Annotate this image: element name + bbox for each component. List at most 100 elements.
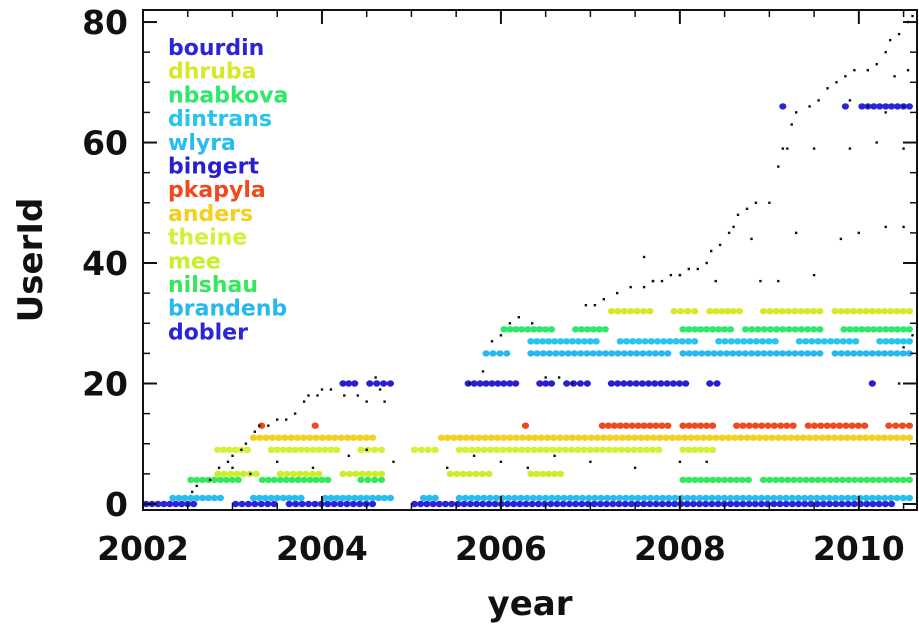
activity-mark-9-3-2 <box>808 338 816 345</box>
activity-mark-8-3-2 <box>843 350 852 357</box>
activity-mark-4-4-19 <box>574 446 582 453</box>
activity-mark-1-4-33 <box>659 494 667 502</box>
activity-mark-3-1-4 <box>302 470 310 478</box>
activity-mark-8-2-15 <box>772 350 781 357</box>
activity-mark-1-2-10 <box>380 494 389 502</box>
activity-mark-1-4-71 <box>893 494 901 502</box>
activity-mark-5-1-72 <box>887 434 895 441</box>
activity-mark-5-0-8 <box>300 434 308 441</box>
activity-mark-9-2-1 <box>721 338 729 345</box>
activity-dot-31 <box>392 460 395 463</box>
activity-mark-11-4-0 <box>831 308 839 315</box>
activity-mark-0-3-59 <box>776 500 784 508</box>
activity-mark-4-4-26 <box>617 446 626 453</box>
activity-mark-2-1-7 <box>300 476 308 484</box>
activity-dot-68 <box>817 99 820 102</box>
activity-mark-0-3-16 <box>510 500 518 508</box>
activity-mark-8-2-8 <box>729 350 737 357</box>
activity-mark-1-4-21 <box>585 494 593 502</box>
activity-mark-1-4-3 <box>474 494 482 502</box>
activity-mark-2-4-0 <box>759 476 768 484</box>
activity-mark-10-0-2 <box>512 326 520 333</box>
activity-mark-11-4-11 <box>899 308 907 315</box>
activity-mark-0-3-0 <box>410 500 419 508</box>
activity-mark-0-3-70 <box>844 500 852 508</box>
activity-mark-0-3-13 <box>491 500 499 508</box>
activity-dot-112 <box>705 460 708 463</box>
activity-mark-2-4-1 <box>766 476 774 484</box>
activity-mark-0-3-37 <box>640 500 648 508</box>
activity-mark-7-2-6 <box>500 380 508 387</box>
activity-dot-103 <box>906 69 910 72</box>
activity-mark-7-5-7 <box>651 380 659 387</box>
activity-mark-5-1-47 <box>731 434 739 441</box>
activity-mark-9-2-0 <box>715 338 723 345</box>
activity-mark-4-4-2 <box>468 446 476 453</box>
activity-mark-5-1-1 <box>444 434 452 441</box>
activity-mark-1-2-2 <box>333 494 341 502</box>
activity-mark-3-0-0 <box>214 470 222 478</box>
activity-mark-9-2-4 <box>740 338 748 345</box>
activity-mark-3-4-3 <box>545 470 553 478</box>
activity-mark-7-5-11 <box>675 380 684 387</box>
activity-mark-1-4-68 <box>875 494 883 502</box>
activity-dot-114 <box>902 346 905 349</box>
activity-mark-0-3-40 <box>658 500 666 508</box>
activity-mark-12-0-0 <box>779 103 787 110</box>
activity-mark-9-1-11 <box>684 338 693 345</box>
activity-mark-6-6-1 <box>810 422 819 429</box>
activity-dot-64 <box>781 147 784 150</box>
activity-mark-9-2-2 <box>727 338 735 345</box>
activity-mark-4-0-0 <box>214 446 222 453</box>
activity-mark-6-4-2 <box>691 422 699 429</box>
activity-mark-10-3-0 <box>742 326 750 333</box>
activity-dot-32 <box>468 382 471 385</box>
activity-dot-91 <box>902 225 905 229</box>
activity-mark-6-6-3 <box>823 422 831 429</box>
activity-mark-7-5-3 <box>626 380 634 387</box>
activity-mark-8-2-19 <box>797 350 805 357</box>
activity-dot-29 <box>347 454 350 457</box>
activity-mark-8-1-15 <box>620 350 628 357</box>
activity-mark-3-4-2 <box>539 470 547 478</box>
activity-mark-0-3-63 <box>801 500 809 508</box>
activity-mark-1-4-65 <box>856 494 864 502</box>
activity-mark-6-6-7 <box>848 422 856 429</box>
activity-mark-0-3-32 <box>609 500 617 508</box>
activity-mark-1-4-57 <box>807 494 815 502</box>
activity-mark-11-2-3 <box>724 308 732 315</box>
activity-mark-4-4-9 <box>511 446 519 453</box>
activity-dot-42 <box>584 304 588 307</box>
activity-mark-10-4-10 <box>899 326 908 333</box>
activity-mark-5-1-31 <box>631 434 639 441</box>
activity-mark-0-0-5 <box>172 500 180 508</box>
series-4-userid-9 <box>214 446 717 453</box>
activity-dot-98 <box>848 99 852 102</box>
activity-dot-57 <box>727 231 731 235</box>
activity-mark-1-1-7 <box>291 494 299 502</box>
activity-dot-59 <box>736 213 740 216</box>
activity-mark-8-1-9 <box>583 350 591 357</box>
activity-mark-3-1-3 <box>296 470 304 478</box>
activity-mark-5-1-50 <box>749 434 758 441</box>
activity-mark-8-1-10 <box>589 350 597 357</box>
activity-mark-9-0-4 <box>551 338 559 345</box>
activity-mark-4-5-4 <box>703 446 711 453</box>
activity-mark-4-0-1 <box>220 446 228 453</box>
activity-mark-11-4-10 <box>893 308 901 315</box>
activity-mark-1-1-1 <box>255 494 263 502</box>
activity-dot-13 <box>293 412 297 415</box>
activity-mark-2-4-22 <box>893 476 901 484</box>
activity-dot-63 <box>777 165 780 168</box>
activity-mark-3-1-6 <box>315 470 323 478</box>
activity-mark-7-2-3 <box>482 380 490 387</box>
activity-mark-5-0-16 <box>350 434 358 441</box>
activity-mark-0-3-33 <box>615 500 623 508</box>
activity-mark-5-1-23 <box>581 434 589 441</box>
activity-mark-2-4-7 <box>802 476 810 484</box>
activity-mark-10-4-5 <box>870 326 878 333</box>
activity-mark-1-4-45 <box>733 494 741 502</box>
activity-mark-3-1-0 <box>276 470 284 478</box>
activity-mark-2-4-20 <box>881 476 889 484</box>
activity-mark-1-4-19 <box>572 494 581 502</box>
